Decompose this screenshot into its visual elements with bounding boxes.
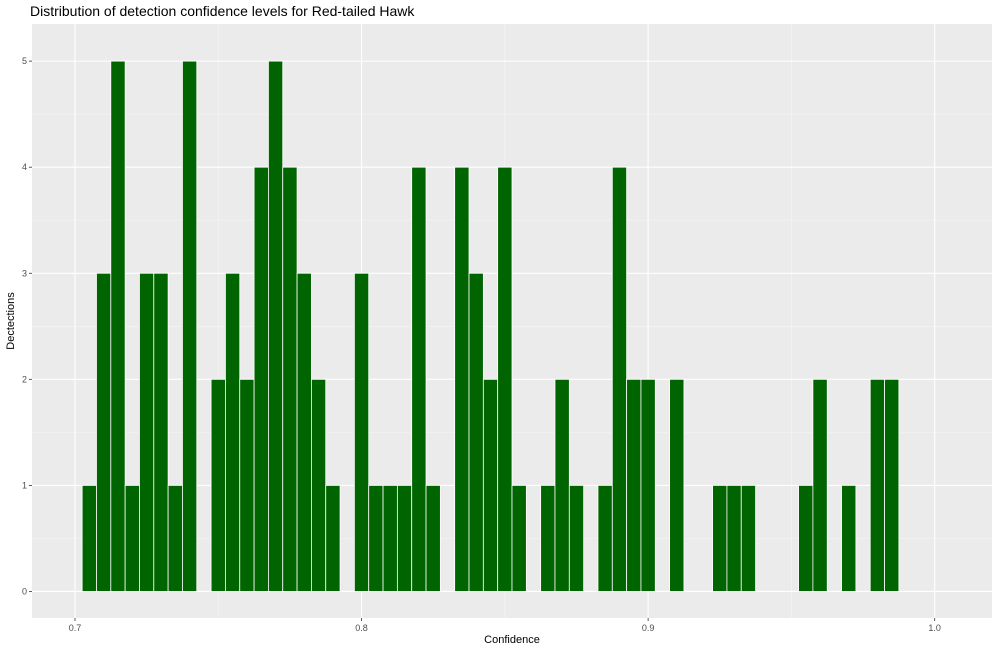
histogram-bar <box>597 485 613 592</box>
histogram-bar <box>182 60 198 592</box>
x-tick-label: 0.7 <box>69 623 82 633</box>
bars-group <box>81 60 900 592</box>
histogram-bar <box>239 378 255 592</box>
histogram-bar <box>268 60 284 592</box>
histogram-bar <box>669 378 685 592</box>
histogram-bar <box>382 485 398 592</box>
histogram-bar <box>468 272 484 592</box>
histogram-bar <box>210 378 226 592</box>
histogram-bar <box>726 485 742 592</box>
histogram-bar <box>511 485 527 592</box>
histogram-bar <box>482 378 499 592</box>
histogram-bar <box>253 166 269 592</box>
histogram-bar <box>368 485 384 592</box>
y-axis-ticks: 0 1 2 3 4 5 <box>22 56 32 596</box>
histogram-bar <box>411 166 427 592</box>
histogram-bar <box>568 485 585 592</box>
histogram-bar <box>554 378 570 592</box>
y-tick-label: 0 <box>22 586 27 596</box>
histogram-bar <box>884 378 900 592</box>
histogram-bar <box>798 485 814 592</box>
histogram-bar <box>81 485 97 592</box>
histogram-bar <box>425 485 441 592</box>
x-axis-ticks: 0.7 0.8 0.9 1.0 <box>69 618 941 633</box>
histogram-bar <box>124 485 140 592</box>
histogram-bar <box>626 378 642 592</box>
histogram-bar <box>841 485 857 592</box>
y-tick-label: 4 <box>22 162 27 172</box>
x-axis-title: Confidence <box>484 634 540 646</box>
histogram-bar <box>640 378 656 592</box>
histogram-bar <box>110 60 126 592</box>
histogram-bar <box>353 272 370 592</box>
histogram-bar <box>282 166 298 592</box>
histogram-bar <box>611 166 628 592</box>
histogram-bar <box>167 485 183 592</box>
histogram-bar <box>325 485 341 592</box>
histogram-bar <box>311 378 327 592</box>
histogram-bar <box>454 166 470 592</box>
histogram-bar <box>497 166 513 592</box>
histogram-bar <box>96 272 112 592</box>
y-axis-title: Dectections <box>5 292 17 350</box>
histogram-bar <box>139 272 155 592</box>
histogram-bar <box>296 272 312 592</box>
x-tick-label: 0.9 <box>642 623 655 633</box>
x-tick-label: 1.0 <box>928 623 941 633</box>
histogram-bar <box>712 485 728 592</box>
histogram-bar <box>869 378 885 592</box>
y-tick-label: 3 <box>22 268 27 278</box>
histogram-bar <box>153 272 169 592</box>
histogram-bar <box>396 485 413 592</box>
histogram-bar <box>225 272 241 592</box>
y-tick-label: 1 <box>22 480 27 490</box>
y-tick-label: 5 <box>22 56 27 66</box>
histogram-bar <box>740 485 756 592</box>
chart-title: Distribution of detection confidence lev… <box>30 3 415 19</box>
y-tick-label: 2 <box>22 374 27 384</box>
histogram-bar <box>812 378 828 592</box>
histogram-bar <box>540 485 556 592</box>
x-tick-label: 0.8 <box>355 623 368 633</box>
